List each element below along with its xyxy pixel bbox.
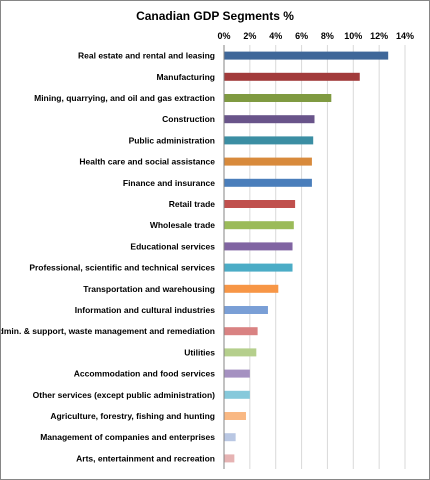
- category-label: Educational services: [130, 241, 215, 251]
- category-labels: Real estate and rental and leasing Manufa…: [1, 51, 215, 464]
- category-label: Professional, scientific and technical s…: [29, 263, 215, 273]
- bar: [224, 327, 258, 336]
- bar: [224, 412, 246, 420]
- x-tick-label: 2%: [243, 31, 256, 41]
- category-label: Wholesale trade: [150, 220, 215, 230]
- bar: [224, 390, 250, 399]
- category-label: Mining, quarrying, and oil and gas extra…: [34, 93, 215, 103]
- x-tick-label: 12%: [370, 31, 388, 41]
- bar: [224, 157, 312, 166]
- category-label: Construction: [162, 114, 215, 124]
- category-label: Transportation and warehousing: [83, 284, 215, 294]
- category-label: Other services (except public administra…: [33, 390, 216, 400]
- bar: [224, 284, 279, 293]
- bar: [224, 306, 268, 314]
- bar-series: [224, 51, 389, 463]
- bar: [224, 263, 293, 272]
- category-label: Finance and insurance: [123, 178, 215, 188]
- chart-title: Canadian GDP Segments %: [136, 9, 294, 23]
- bar: [224, 178, 312, 187]
- category-label: Health care and social assistance: [79, 157, 215, 167]
- grid-layer: [223, 45, 406, 469]
- x-tick-label: 10%: [344, 31, 362, 41]
- x-tick-labels: 0% 2% 4% 6% 8% 10% 12% 14%: [217, 31, 414, 41]
- category-label: Retail trade: [169, 199, 216, 209]
- category-label: Accommodation and food services: [74, 369, 215, 379]
- bar: [224, 433, 236, 442]
- bar: [224, 115, 315, 124]
- category-label: Management of companies and enterprises: [40, 432, 215, 442]
- bar: [224, 72, 360, 81]
- bar: [224, 136, 314, 145]
- category-label: Real estate and rental and leasing: [78, 51, 215, 61]
- x-tick-label: 8%: [321, 31, 334, 41]
- category-label: Admin. & support, waste management and r…: [1, 326, 215, 336]
- bar: [224, 242, 293, 251]
- bar: [224, 51, 389, 60]
- x-tick-label: 6%: [295, 31, 308, 41]
- category-label: Manufacturing: [156, 72, 215, 82]
- bar: [224, 454, 235, 463]
- bar: [224, 94, 332, 102]
- bar: [224, 221, 294, 230]
- bar: [224, 369, 250, 378]
- category-label: Information and cultural industries: [75, 305, 216, 315]
- category-label: Arts, entertainment and recreation: [76, 453, 215, 463]
- category-label: Utilities: [184, 347, 215, 357]
- bar: [224, 200, 296, 208]
- bar: [224, 348, 257, 357]
- x-tick-label: 0%: [217, 31, 230, 41]
- x-tick-label: 4%: [269, 31, 282, 41]
- category-label: Public administration: [129, 135, 215, 145]
- category-label: Agriculture, forestry, fishing and hunti…: [50, 411, 215, 421]
- x-tick-label: 14%: [396, 31, 414, 41]
